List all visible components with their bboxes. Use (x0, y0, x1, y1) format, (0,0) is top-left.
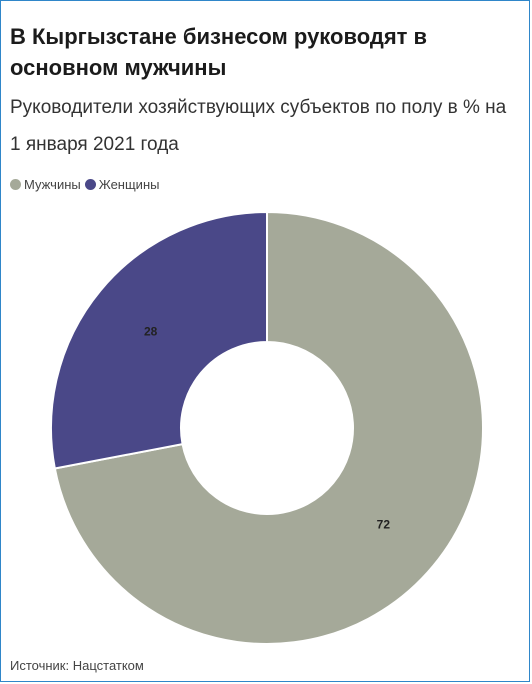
donut-chart: 72 28 (50, 210, 484, 645)
legend-label-women: Женщины (98, 177, 160, 192)
donut-slice-women[interactable] (50, 210, 268, 470)
donut-slice-men[interactable] (53, 210, 484, 645)
legend-label-men: Мужчины (24, 177, 81, 192)
chart-title: В Кыргызстане бизнесом руководят в основ… (10, 24, 428, 80)
source-note: Источник: Нацстатком (10, 658, 144, 673)
data-label-women: 28 (144, 325, 158, 339)
data-label-men: 72 (377, 517, 391, 531)
legend-swatch-women (84, 179, 96, 190)
legend-item-men[interactable]: Мужчины (10, 177, 81, 192)
legend-item-women[interactable]: Женщины (84, 177, 160, 192)
legend-swatch-men (10, 179, 21, 190)
chart-subtitle: Руководители хозяйствующих субъектов по … (10, 97, 507, 155)
legend: Мужчины Женщины (10, 177, 163, 192)
